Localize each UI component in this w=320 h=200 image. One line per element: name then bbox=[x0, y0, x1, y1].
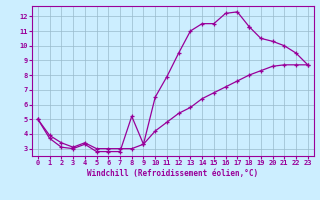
X-axis label: Windchill (Refroidissement éolien,°C): Windchill (Refroidissement éolien,°C) bbox=[87, 169, 258, 178]
